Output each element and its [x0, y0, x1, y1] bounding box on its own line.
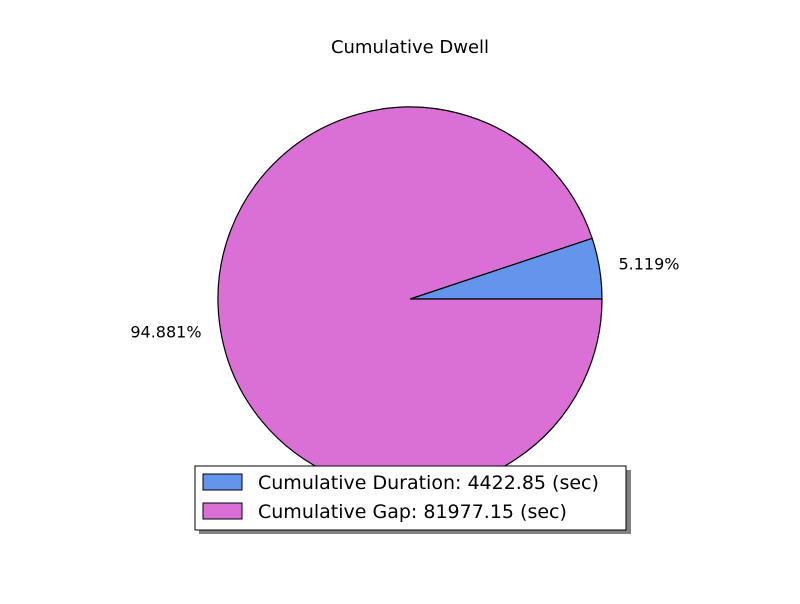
- pie-pct-label-gap: 94.881%: [130, 322, 201, 341]
- legend: Cumulative Duration: 4422.85 (sec) Cumul…: [194, 465, 631, 534]
- chart-title: Cumulative Dwell: [331, 37, 489, 58]
- legend-swatch-duration: [202, 473, 243, 491]
- pie-slice-gap: [217, 106, 603, 492]
- legend-label-duration: Cumulative Duration: 4422.85 (sec): [258, 472, 599, 494]
- legend-frame: [194, 465, 627, 531]
- pie-slices: [217, 106, 603, 492]
- legend-label-gap: Cumulative Gap: 81977.15 (sec): [258, 501, 567, 523]
- pie-slice-labels: 5.119% 94.881%: [130, 255, 679, 342]
- legend-swatch-gap: [202, 502, 243, 520]
- pie-pct-label-duration: 5.119%: [618, 255, 679, 274]
